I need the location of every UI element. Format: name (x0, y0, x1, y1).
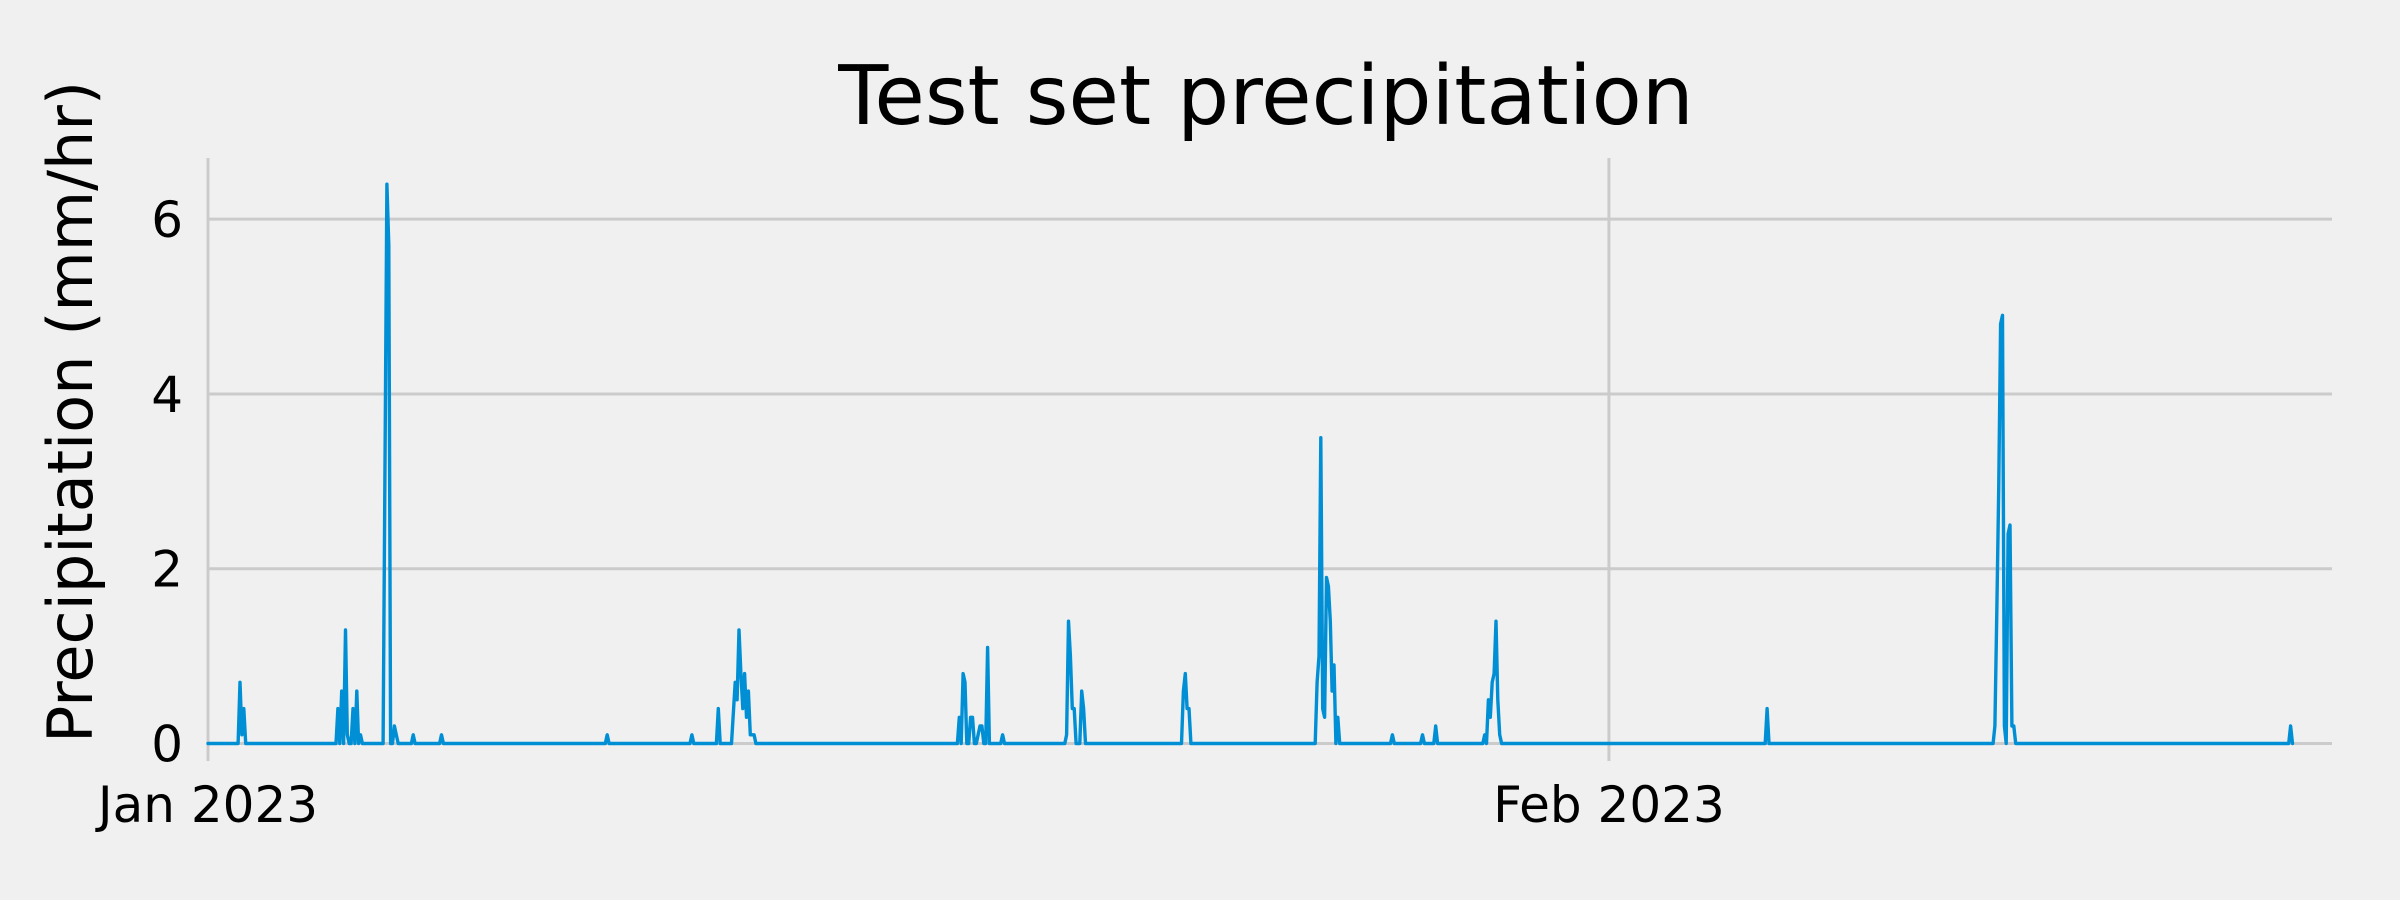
y-tick-label: 0 (151, 716, 183, 774)
y-tick-label: 2 (151, 541, 183, 599)
x-tick-label: Jan 2023 (95, 776, 318, 834)
precipitation-series-line (206, 182, 2295, 746)
y-tick-label: 4 (151, 366, 183, 424)
y-tick-labels: 0 2 4 6 (151, 191, 183, 773)
x-tick-label: Feb 2023 (1493, 776, 1725, 834)
y-axis-label: Precipitation (mm/hr) (34, 81, 107, 743)
series-layer (206, 182, 2295, 746)
chart-title: Test set precipitation (837, 49, 1694, 144)
x-tick-labels: Jan 2023 Feb 2023 (95, 776, 1725, 834)
y-tick-label: 6 (151, 191, 183, 249)
